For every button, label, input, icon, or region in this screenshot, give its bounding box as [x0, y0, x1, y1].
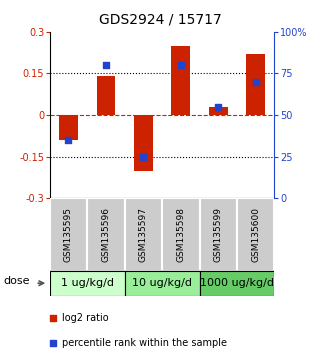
Point: [141, 154, 146, 159]
Bar: [125, 198, 162, 271]
Bar: [247, 54, 265, 115]
Bar: [200, 271, 274, 296]
Bar: [50, 198, 87, 271]
Point: [253, 79, 258, 85]
Bar: [59, 115, 78, 140]
Text: percentile rank within the sample: percentile rank within the sample: [62, 338, 227, 348]
Bar: [209, 107, 228, 115]
Text: GDS2924 / 15717: GDS2924 / 15717: [99, 12, 222, 27]
Bar: [134, 115, 153, 171]
Text: GSM135595: GSM135595: [64, 207, 73, 262]
Bar: [97, 76, 115, 115]
Text: GSM135598: GSM135598: [176, 207, 185, 262]
Point: [50, 340, 56, 346]
Text: GSM135597: GSM135597: [139, 207, 148, 262]
Bar: [171, 46, 190, 115]
Point: [66, 137, 71, 143]
Point: [103, 62, 108, 68]
Text: dose: dose: [3, 276, 30, 286]
Bar: [125, 271, 200, 296]
Bar: [162, 198, 200, 271]
Text: 10 ug/kg/d: 10 ug/kg/d: [132, 278, 192, 288]
Bar: [237, 198, 274, 271]
Point: [178, 62, 183, 68]
Text: GSM135600: GSM135600: [251, 207, 260, 262]
Bar: [200, 198, 237, 271]
Text: 1 ug/kg/d: 1 ug/kg/d: [61, 278, 114, 288]
Text: 1000 ug/kg/d: 1000 ug/kg/d: [200, 278, 274, 288]
Point: [216, 104, 221, 110]
Bar: [50, 271, 125, 296]
Text: GSM135596: GSM135596: [101, 207, 110, 262]
Text: GSM135599: GSM135599: [214, 207, 223, 262]
Bar: [87, 198, 125, 271]
Point: [50, 315, 56, 321]
Text: log2 ratio: log2 ratio: [62, 313, 109, 323]
